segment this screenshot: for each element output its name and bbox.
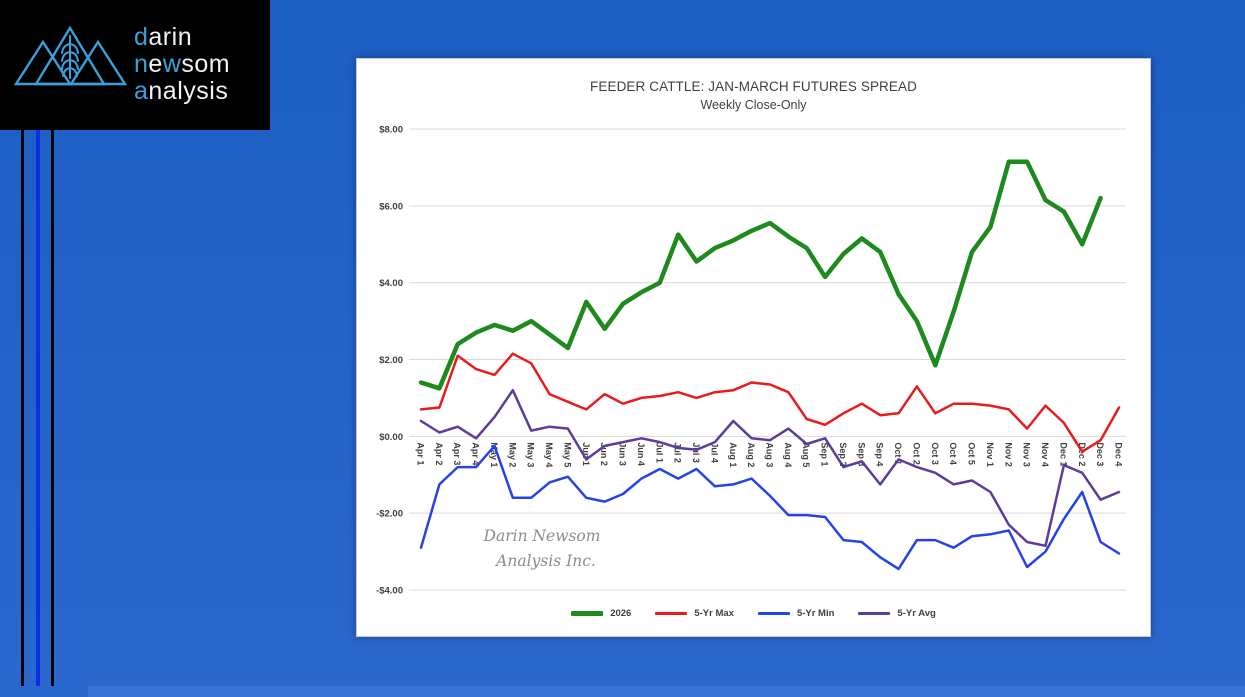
- y-tick-label: $0.00: [379, 432, 403, 443]
- x-tick-label: Nov 1: [985, 442, 995, 467]
- x-tick-label: Oct 2: [911, 442, 921, 465]
- x-tick-label: Dec 4: [1113, 442, 1123, 466]
- bottom-accent-band: [88, 686, 1245, 697]
- series-line-5-yr-avg: [419, 388, 1121, 548]
- legend-item-5-yr-max: 5-Yr Max: [655, 608, 734, 619]
- x-tick-label: Sep 2: [838, 442, 848, 466]
- watermark-line1: Darin Newsom: [483, 527, 601, 545]
- x-tick-label: May 1: [489, 442, 499, 467]
- x-tick-label: Aug 2: [746, 442, 756, 467]
- watermark-line2: Analysis Inc.: [496, 552, 596, 570]
- x-tick-label: Sep 4: [875, 442, 885, 466]
- legend-swatch: [571, 611, 604, 616]
- legend-item-2026: 2026: [571, 608, 631, 619]
- x-tick-label: Nov 3: [1022, 442, 1032, 467]
- chart-legend: 2026 5-Yr Max 5-Yr Min 5-Yr Avg: [357, 608, 1150, 619]
- x-tick-label: Aug 5: [801, 442, 811, 467]
- x-tick-label: May 3: [526, 442, 536, 467]
- x-tick-label: Oct 4: [948, 442, 958, 465]
- watermark: Darin Newsom Analysis Inc.: [452, 524, 632, 574]
- x-tick-label: May 2: [507, 442, 517, 467]
- legend-label: 5-Yr Max: [694, 608, 734, 619]
- x-tick-label: Apr 4: [471, 442, 481, 465]
- x-tick-label: Apr 3: [452, 442, 462, 465]
- legend-swatch: [858, 612, 891, 615]
- chart-panel: $8.00 $6.00 $4.00 $2.00 $0.00 -$2.00 -$4.00 Apr…: [356, 58, 1151, 637]
- series-line-5-yr-max: [419, 352, 1121, 453]
- x-tick-label: Aug 4: [783, 442, 793, 467]
- legend-swatch: [655, 612, 688, 615]
- y-tick-label: -$4.00: [376, 586, 403, 597]
- logo-text: darin newsom analysis: [134, 24, 230, 105]
- logo-block: darin newsom analysis: [0, 0, 270, 130]
- x-tick-label: Jun 4: [636, 442, 646, 466]
- x-tick-label: Jun 2: [599, 442, 609, 466]
- x-tick-label: Nov 4: [1040, 442, 1050, 467]
- x-tick-label: Jul 1: [654, 442, 664, 463]
- x-tick-label: Sep 1: [820, 442, 830, 466]
- chart-title: FEEDER CATTLE: JAN-MARCH FUTURES SPREAD: [590, 79, 917, 94]
- logo-letter: e: [148, 50, 163, 78]
- x-tick-label: Dec 3: [1095, 442, 1105, 466]
- series-line-2026: [418, 159, 1103, 391]
- logo-line-analysis: analysis: [134, 78, 230, 105]
- legend-item-5-yr-min: 5-Yr Min: [757, 608, 835, 619]
- y-tick-label: $4.00: [379, 278, 403, 289]
- x-tick-label: Aug 1: [728, 442, 738, 467]
- legend-swatch: [757, 612, 790, 615]
- x-tick-label: Dec 1: [1058, 442, 1068, 466]
- x-tick-label: Oct 3: [930, 442, 940, 465]
- x-tick-label: May 4: [544, 442, 554, 467]
- legend-item-5-yr-avg: 5-Yr Avg: [858, 608, 936, 619]
- plot-area: $8.00 $6.00 $4.00 $2.00 $0.00 -$2.00 -$4.00 Apr…: [376, 125, 1126, 597]
- series-line-5-yr-min: [419, 444, 1121, 571]
- logo-accent-letter: a: [134, 77, 149, 105]
- y-tick-label: $8.00: [379, 125, 403, 136]
- logo-letter: som: [181, 50, 231, 78]
- x-tick-label: Jun 3: [618, 442, 628, 466]
- logo-accent-letter: w: [162, 50, 182, 78]
- y-tick-label: -$2.00: [376, 509, 403, 520]
- accent-vline-black-right: [51, 130, 54, 686]
- legend-label: 5-Yr Min: [796, 608, 835, 619]
- chart-subtitle: Weekly Close-Only: [700, 98, 807, 112]
- x-tick-label: Jul 4: [709, 442, 719, 463]
- y-tick-label: $6.00: [379, 201, 403, 212]
- y-tick-label: $2.00: [379, 355, 403, 366]
- mountains-wheat-logo-icon: [13, 25, 128, 86]
- x-tick-label: Dec 2: [1077, 442, 1087, 466]
- x-tick-label: Nov 2: [1003, 442, 1013, 467]
- x-tick-label: Aug 3: [764, 442, 774, 467]
- logo-accent-letter: d: [134, 23, 149, 51]
- x-tick-label: May 5: [562, 442, 572, 467]
- logo-line-darin: darin: [134, 24, 230, 51]
- accent-vline-blue: [36, 130, 40, 686]
- accent-vline-black-left: [21, 130, 24, 686]
- logo-accent-letter: n: [134, 50, 149, 78]
- logo-line-newsom: newsom: [134, 51, 230, 78]
- legend-label: 5-Yr Avg: [897, 608, 936, 619]
- x-tick-label: Apr 2: [434, 442, 444, 465]
- x-tick-label: Jul 3: [691, 442, 701, 463]
- x-tick-label: Oct 5: [967, 442, 977, 465]
- logo-letter: arin: [148, 23, 193, 51]
- x-tick-label: Jul 2: [673, 442, 683, 463]
- x-tick-label: Apr 1: [416, 442, 426, 465]
- x-tick-label: Sep 3: [856, 442, 866, 466]
- x-tick-label: Oct 1: [893, 442, 903, 465]
- logo-letter: nalysis: [148, 77, 229, 105]
- x-tick-label: Jun 1: [581, 442, 591, 466]
- legend-label: 2026: [610, 608, 632, 619]
